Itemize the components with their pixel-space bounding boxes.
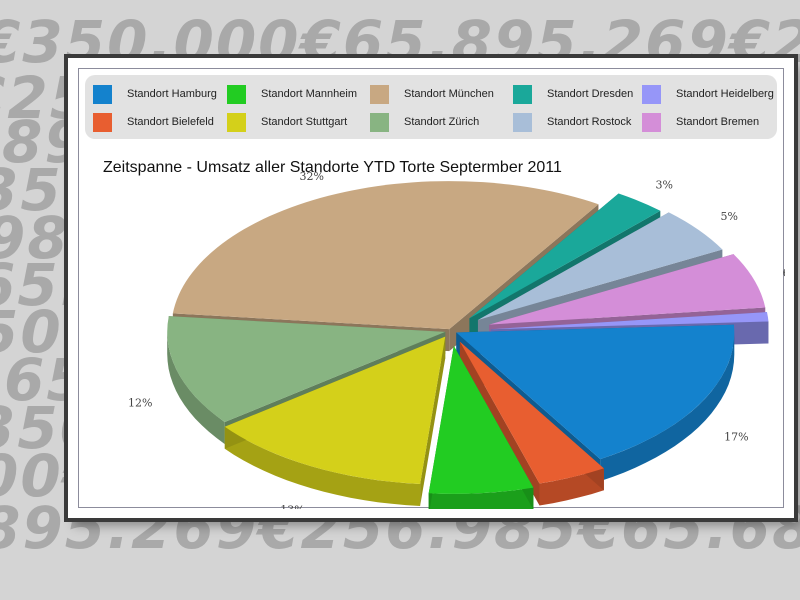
legend-swatch bbox=[642, 84, 661, 104]
chart-card: 17%4%6%13%12%32%3%5%6%1% Standort Hambur… bbox=[68, 58, 794, 518]
legend-label: Standort München bbox=[404, 88, 494, 100]
legend-label: Standort Hamburg bbox=[127, 88, 217, 100]
legend: Standort Hamburg Standort Mannheim Standor… bbox=[85, 75, 777, 139]
pct-label-standort-bremen: 6% bbox=[783, 267, 785, 280]
slice-top bbox=[172, 181, 599, 330]
slice-side bbox=[600, 332, 735, 482]
legend-label: Standort Heidelberg bbox=[676, 88, 774, 100]
legend-item-standort-dresden: Standort Dresden bbox=[513, 84, 633, 104]
slice-side bbox=[428, 487, 534, 509]
pct-label-standort-hamburg: 17% bbox=[724, 431, 748, 444]
legend-swatch bbox=[93, 84, 112, 104]
pct-label-standort-muenchen: 32% bbox=[299, 170, 323, 183]
pct-label-standort-zuerich: 12% bbox=[128, 397, 152, 410]
legend-swatch bbox=[370, 112, 389, 132]
legend-item-standort-bielefeld: Standort Bielefeld bbox=[93, 112, 214, 132]
legend-item-standort-stuttgart: Standort Stuttgart bbox=[227, 112, 347, 132]
legend-swatch bbox=[370, 84, 389, 104]
slice-cut bbox=[420, 336, 446, 506]
legend-swatch bbox=[227, 112, 246, 132]
slice-top bbox=[456, 324, 735, 460]
legend-item-standort-zuerich: Standort Zürich bbox=[370, 112, 479, 132]
slice-top bbox=[459, 341, 604, 484]
legend-swatch bbox=[227, 84, 246, 104]
pie-chart: 17%4%6%13%12%32%3%5%6%1% bbox=[128, 170, 785, 509]
slice-top bbox=[477, 212, 723, 320]
legend-item-standort-hamburg: Standort Hamburg bbox=[93, 84, 217, 104]
legend-item-standort-heidelberg: Standort Heidelberg bbox=[642, 84, 774, 104]
slice-top bbox=[489, 254, 766, 325]
slice-top bbox=[490, 312, 769, 330]
legend-item-standort-bremen: Standort Bremen bbox=[642, 112, 759, 132]
slice-top bbox=[224, 336, 446, 484]
pie-slice-standort-stuttgart bbox=[224, 336, 446, 506]
legend-swatch bbox=[513, 84, 532, 104]
legend-label: Standort Dresden bbox=[547, 88, 634, 100]
slice-top bbox=[428, 345, 534, 494]
legend-item-standort-rostock: Standort Rostock bbox=[513, 112, 631, 132]
legend-label: Standort Mannheim bbox=[261, 88, 357, 100]
pie-slice-standort-mannheim bbox=[428, 345, 534, 509]
legend-item-standort-muenchen: Standort München bbox=[370, 84, 494, 104]
pct-label-standort-stuttgart: 13% bbox=[280, 503, 304, 509]
legend-item-standort-mannheim: Standort Mannheim bbox=[227, 84, 357, 104]
slice-top bbox=[167, 316, 446, 423]
pct-label-standort-rostock: 5% bbox=[720, 210, 737, 223]
slice-side bbox=[539, 468, 604, 506]
slice-side bbox=[167, 331, 225, 445]
legend-label: Standort Stuttgart bbox=[261, 116, 348, 128]
chart-title: Zeitspanne - Umsatz aller Standorte YTD … bbox=[103, 159, 562, 176]
legend-label: Standort Rostock bbox=[547, 116, 632, 128]
slice-side bbox=[224, 426, 421, 506]
chart-frame: 17%4%6%13%12%32%3%5%6%1% Standort Hambur… bbox=[78, 68, 785, 509]
pct-label-standort-dresden: 3% bbox=[655, 178, 672, 191]
legend-swatch bbox=[513, 112, 532, 132]
legend-swatch bbox=[93, 112, 112, 132]
legend-swatch bbox=[642, 112, 661, 132]
legend-label: Standort Zürich bbox=[404, 116, 480, 128]
slice-top bbox=[469, 193, 661, 319]
legend-label: Standort Bielefeld bbox=[127, 116, 214, 128]
legend-label: Standort Bremen bbox=[676, 116, 760, 128]
